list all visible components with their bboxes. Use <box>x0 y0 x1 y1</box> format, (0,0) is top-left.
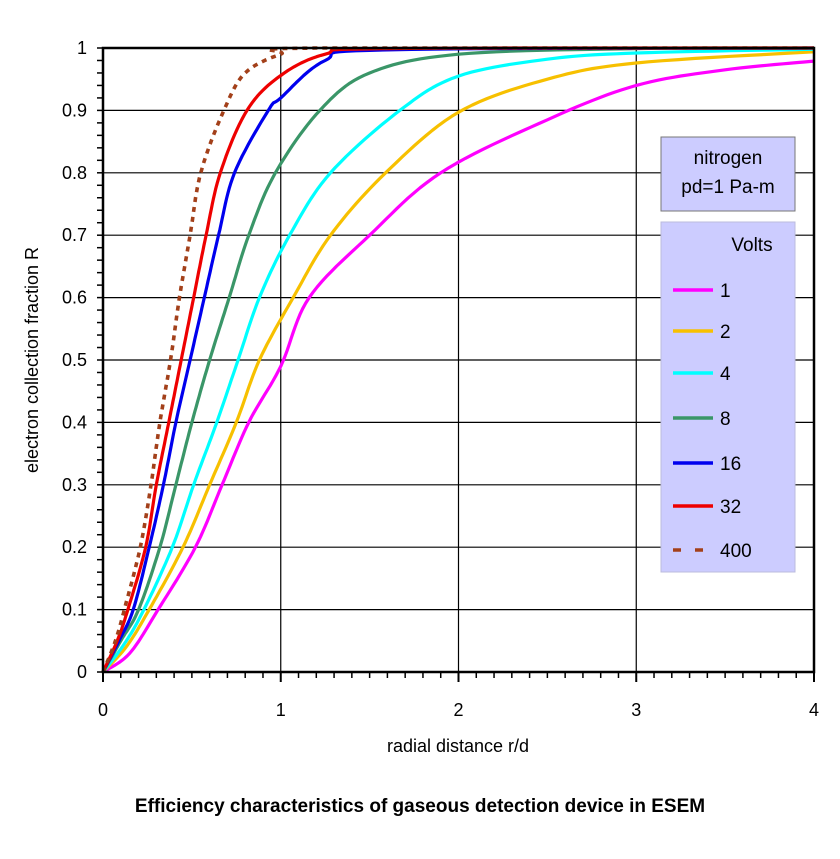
series-line-32-volts <box>101 46 814 673</box>
legend-label: 2 <box>720 322 731 343</box>
x-tick-label: 4 <box>809 700 819 720</box>
y-tick-label: 0.3 <box>62 475 87 495</box>
y-tick-label: 0.5 <box>62 350 87 370</box>
series-group <box>101 46 815 674</box>
legend-label: 8 <box>720 409 731 430</box>
tick-labels: 0 0.1 0.2 0.3 0.4 0.5 0.6 0.7 0.8 0.9 1 0 1 2 3 4 <box>62 38 819 720</box>
series-line-400-volts <box>101 46 814 673</box>
y-tick-label: 1 <box>77 38 87 58</box>
x-axis-label: radial distance r/d <box>387 736 529 756</box>
legend-label: 4 <box>720 364 731 385</box>
y-tick-label: 0.4 <box>62 412 87 432</box>
annotation-line-1: nitrogen <box>694 148 763 169</box>
x-tick-label: 0 <box>98 700 108 720</box>
y-tick-label: 0.7 <box>62 225 87 245</box>
y-tick-label: 0.2 <box>62 537 87 557</box>
series-line-8-volts <box>101 46 814 673</box>
x-tick-label: 1 <box>276 700 286 720</box>
x-tick-label: 2 <box>453 700 463 720</box>
y-tick-label: 0.1 <box>62 600 87 620</box>
y-tick-label: 0.9 <box>62 100 87 120</box>
legend-label: 400 <box>720 541 752 562</box>
legend-label: 1 <box>720 281 731 302</box>
series-line-16-volts <box>101 46 815 673</box>
legend-label: 32 <box>720 497 741 518</box>
chart-title: Efficiency characteristics of gaseous de… <box>135 796 705 817</box>
y-axis-label: electron collection fraction R <box>22 247 42 473</box>
y-tick-label: 0.8 <box>62 163 87 183</box>
y-tick-label: 0.6 <box>62 288 87 308</box>
legend-title: Volts <box>731 235 772 256</box>
x-tick-label: 3 <box>631 700 641 720</box>
series-line-4-volts <box>101 47 815 673</box>
annotation-line-2: pd=1 Pa-m <box>681 177 774 198</box>
series-line-2-volts <box>101 50 815 674</box>
axes <box>97 46 816 682</box>
legend-label: 16 <box>720 454 741 475</box>
plot-frame <box>101 46 816 674</box>
y-tick-label: 0 <box>77 662 87 682</box>
series-line-1-volts <box>102 59 815 674</box>
annotation-box: nitrogen pd=1 Pa-m <box>660 136 796 212</box>
legend: Volts 1 2 4 8 16 32 400 <box>660 221 796 573</box>
